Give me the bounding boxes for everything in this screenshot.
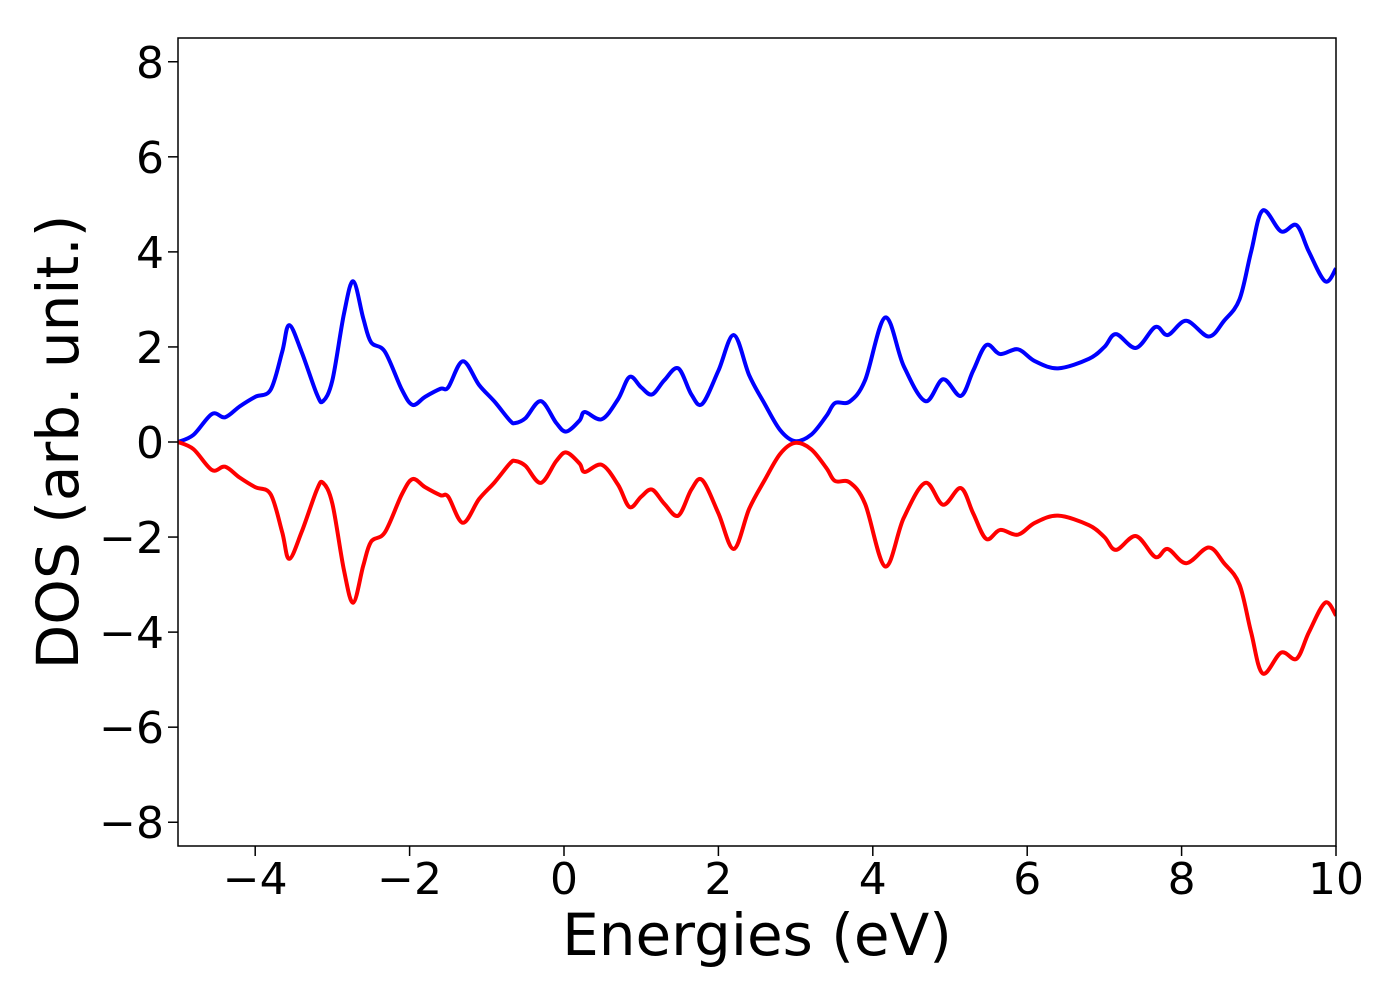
- x-tick-label: −2: [377, 854, 442, 905]
- y-tick-label: 0: [136, 418, 164, 469]
- x-tick-label: 4: [859, 854, 887, 905]
- plot-frame: [177, 37, 1337, 847]
- y-tick-label: −8: [99, 798, 164, 849]
- x-tick-label: 2: [704, 854, 732, 905]
- y-tick-label: −6: [99, 703, 164, 754]
- y-tick-label: −2: [99, 513, 164, 564]
- y-tick-label: 8: [136, 38, 164, 89]
- y-tick-label: 4: [136, 228, 164, 279]
- dos-line: [178, 208, 1336, 444]
- y-tick-label: −4: [99, 608, 164, 659]
- x-tick-label: 0: [550, 854, 578, 905]
- x-tick-label: 6: [1013, 854, 1041, 905]
- x-tick-label: −4: [223, 854, 288, 905]
- x-tick-label: 8: [1168, 854, 1196, 905]
- y-tick-label: 2: [136, 323, 164, 374]
- x-axis-label: Energies (eV): [562, 901, 952, 969]
- dos-line: [178, 440, 1336, 676]
- y-tick-label: 6: [136, 133, 164, 184]
- y-axis-label: DOS (arb. unit.): [24, 215, 92, 670]
- x-tick-label: 10: [1308, 854, 1364, 905]
